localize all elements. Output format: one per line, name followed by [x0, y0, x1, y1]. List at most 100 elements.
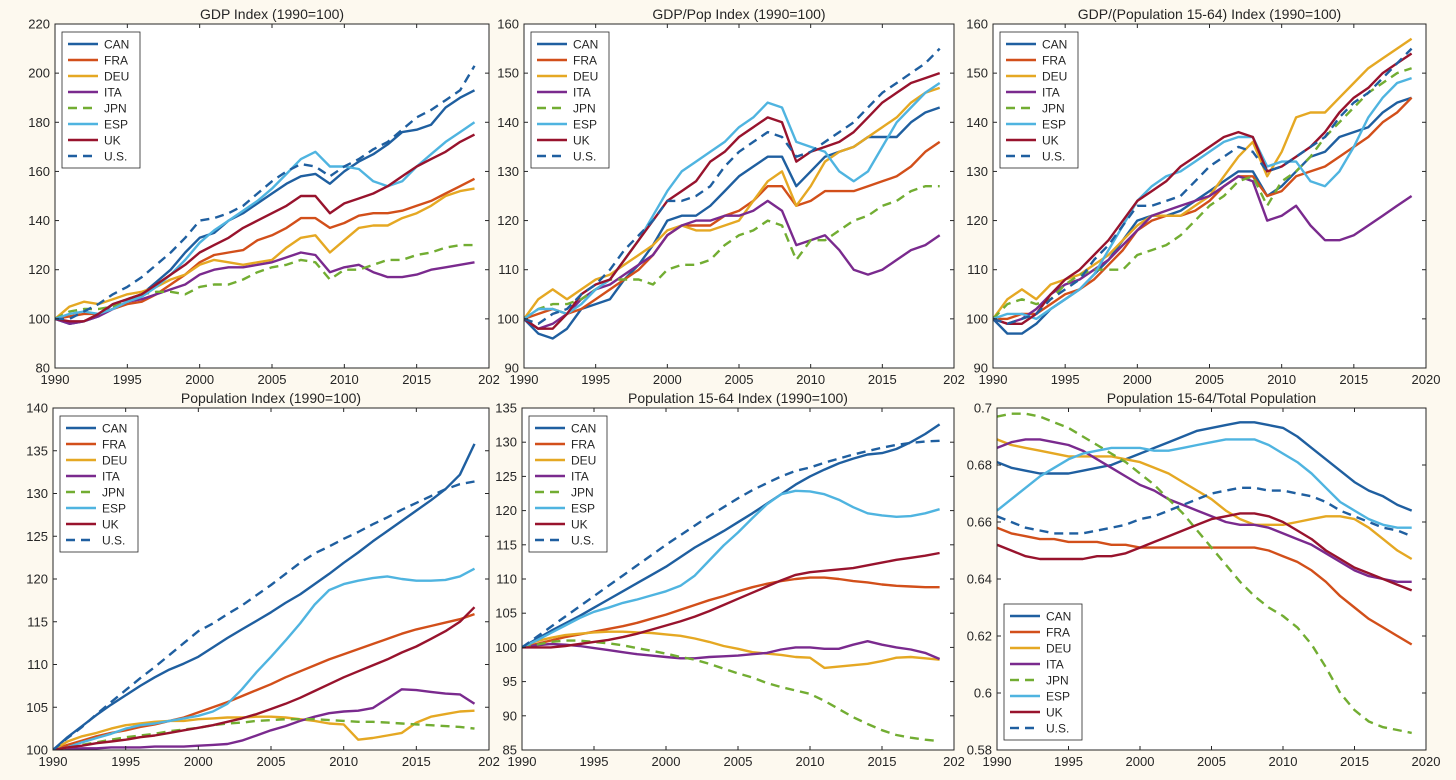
y-tick-label: 135	[495, 401, 517, 416]
y-tick-label: 160	[28, 164, 50, 179]
legend-label-jpn: JPN	[573, 102, 596, 116]
series-line-deu	[55, 187, 475, 320]
y-tick-label: 120	[966, 213, 988, 228]
y-tick-label: 140	[497, 115, 519, 130]
legend-label-deu: DEU	[102, 454, 127, 468]
x-tick-label: 2005	[724, 754, 753, 769]
legend-label-uk: UK	[102, 518, 119, 532]
legend-label-fra: FRA	[573, 54, 597, 68]
y-tick-label: 180	[28, 115, 50, 130]
y-tick-label: 130	[497, 164, 519, 179]
legend-label-can: CAN	[104, 38, 129, 52]
series-group	[524, 47, 941, 340]
y-tick-label: 120	[495, 503, 517, 518]
series-line-uk	[55, 133, 476, 323]
x-tick-label: 2020	[1412, 372, 1441, 387]
legend-label-uk: UK	[1046, 706, 1063, 720]
legend-label-deu: DEU	[571, 454, 596, 468]
y-tick-label: 220	[28, 17, 50, 32]
y-tick-label: 0.62	[967, 629, 992, 644]
x-tick-label: 2010	[796, 754, 825, 769]
legend-label-can: CAN	[102, 422, 127, 436]
x-tick-label: 2000	[1126, 754, 1155, 769]
legend-label-esp: ESP	[573, 118, 597, 132]
y-tick-label: 90	[505, 361, 519, 376]
legend: CAN FRA DEU ITA JPN ESP UK U.S.	[999, 31, 1079, 169]
x-tick-label: 1995	[581, 372, 610, 387]
x-tick-label: 1995	[111, 754, 140, 769]
x-tick-label: 2015	[402, 372, 431, 387]
y-tick-label: 0.58	[967, 743, 992, 758]
legend-label-u-s: U.S.	[1046, 722, 1069, 736]
series-line-ita	[522, 640, 941, 661]
x-tick-label: 2015	[1339, 372, 1368, 387]
chart-title: Population 15-64/Total Population	[1107, 390, 1316, 406]
y-tick-label: 100	[28, 311, 50, 326]
legend: CAN FRA DEU ITA JPN ESP UK U.S.	[61, 31, 141, 169]
legend: CAN FRA DEU ITA JPN ESP UK U.S.	[59, 415, 139, 553]
y-tick-label: 95	[503, 674, 517, 689]
legend-label-esp: ESP	[1046, 690, 1070, 704]
chart-title: GDP Index (1990=100)	[200, 6, 344, 22]
x-tick-label: 1995	[580, 754, 609, 769]
legend-box	[999, 31, 1079, 169]
y-tick-label: 130	[26, 486, 48, 501]
legend: CAN FRA DEU ITA JPN ESP UK U.S.	[530, 31, 610, 169]
y-tick-label: 85	[503, 743, 517, 758]
legend-label-fra: FRA	[1042, 54, 1066, 68]
y-tick-label: 135	[26, 443, 48, 458]
y-tick-label: 140	[966, 115, 988, 130]
y-tick-label: 100	[495, 640, 517, 655]
series-group	[993, 37, 1413, 335]
y-tick-label: 100	[26, 743, 48, 758]
y-tick-label: 200	[28, 66, 50, 81]
legend-label-uk: UK	[104, 134, 121, 148]
x-tick-label: 2015	[868, 372, 897, 387]
legend-label-u-s: U.S.	[1042, 150, 1065, 164]
x-tick-label: 1995	[1051, 372, 1080, 387]
legend-box	[59, 415, 139, 553]
chart-panel-2: GDP/Pop Index (1990=100) 1990 1995 2000 2005…	[497, 6, 965, 387]
series-line-fra	[997, 526, 1413, 646]
legend-label-ita: ITA	[1046, 658, 1064, 672]
y-tick-label: 120	[26, 572, 48, 587]
legend-label-jpn: JPN	[102, 486, 125, 500]
y-tick-label: 110	[967, 262, 988, 277]
y-tick-label: 90	[503, 708, 517, 723]
chart-panel-4: Population Index (1990=100) 1990 1995 2000 2…	[26, 390, 500, 769]
legend-label-can: CAN	[571, 422, 596, 436]
legend-label-esp: ESP	[104, 118, 128, 132]
series-line-ita	[993, 175, 1413, 325]
legend-box	[530, 31, 610, 169]
legend-label-u-s: U.S.	[102, 534, 125, 548]
x-tick-label: 2020	[1412, 754, 1441, 769]
series-line-esp	[993, 76, 1412, 321]
y-tick-label: 120	[28, 262, 50, 277]
x-tick-label: 202	[943, 372, 965, 387]
series-line-ita	[997, 438, 1412, 583]
series-group	[55, 65, 476, 325]
series-line-jpn	[522, 639, 940, 743]
legend-label-can: CAN	[1046, 610, 1071, 624]
legend-label-uk: UK	[571, 518, 588, 532]
y-tick-label: 160	[497, 17, 519, 32]
y-tick-label: 105	[26, 700, 48, 715]
series-line-u-s	[53, 480, 475, 750]
legend-label-deu: DEU	[104, 70, 129, 84]
legend-label-ita: ITA	[571, 470, 589, 484]
legend-label-u-s: U.S.	[573, 150, 596, 164]
x-tick-label: 2015	[868, 754, 897, 769]
x-tick-label: 2000	[1123, 372, 1152, 387]
legend-label-fra: FRA	[1046, 626, 1070, 640]
legend-label-ita: ITA	[1042, 86, 1060, 100]
series-line-can	[524, 106, 941, 340]
chart-panel-3: GDP/(Population 15-64) Index (1990=100) 1…	[966, 6, 1440, 387]
y-tick-label: 110	[498, 262, 519, 277]
x-tick-label: 2015	[1340, 754, 1369, 769]
chart-title: GDP/(Population 15-64) Index (1990=100)	[1078, 6, 1341, 22]
legend-label-jpn: JPN	[104, 102, 127, 116]
y-tick-label: 150	[497, 66, 519, 81]
y-tick-label: 125	[26, 529, 48, 544]
series-line-can	[53, 443, 476, 750]
